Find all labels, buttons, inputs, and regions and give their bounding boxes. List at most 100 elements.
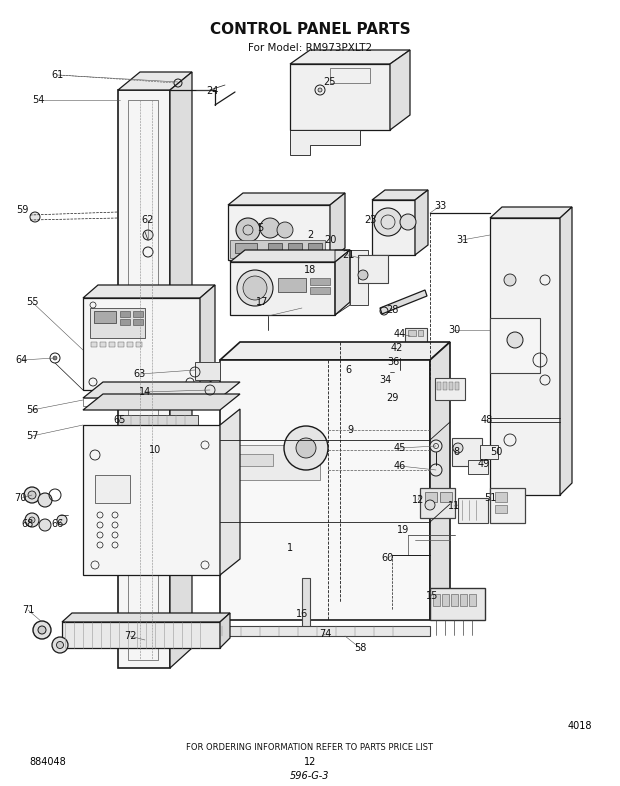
Bar — [127, 342, 133, 347]
Bar — [405, 328, 427, 346]
Text: 24: 24 — [206, 86, 218, 96]
Text: 66: 66 — [52, 519, 64, 529]
Bar — [358, 255, 388, 283]
Circle shape — [38, 493, 52, 507]
Circle shape — [318, 88, 322, 92]
Text: 884048: 884048 — [30, 757, 66, 767]
Bar — [120, 311, 130, 317]
Circle shape — [52, 637, 68, 653]
Text: 8: 8 — [453, 447, 459, 457]
Circle shape — [284, 426, 328, 470]
Circle shape — [507, 332, 523, 348]
Polygon shape — [200, 285, 215, 390]
Bar — [118, 415, 198, 425]
Text: 58: 58 — [354, 643, 366, 653]
Bar — [230, 240, 325, 258]
Text: 34: 34 — [379, 375, 391, 385]
Bar — [91, 342, 97, 347]
Text: 18: 18 — [304, 265, 316, 275]
Text: 62: 62 — [142, 215, 154, 225]
Text: For Model: RM973PXLT2: For Model: RM973PXLT2 — [248, 43, 372, 53]
Bar — [460, 594, 467, 606]
Text: 60: 60 — [382, 553, 394, 563]
Circle shape — [25, 513, 39, 527]
Polygon shape — [220, 409, 240, 575]
Bar — [469, 594, 476, 606]
Bar — [310, 287, 330, 294]
Bar — [120, 319, 130, 325]
Bar — [238, 454, 273, 466]
Bar — [109, 342, 115, 347]
Bar — [443, 382, 447, 390]
Text: 44: 44 — [394, 329, 406, 339]
Polygon shape — [220, 360, 430, 620]
Text: 65: 65 — [114, 415, 126, 425]
Polygon shape — [490, 207, 572, 218]
Text: 49: 49 — [478, 459, 490, 469]
Bar — [455, 382, 459, 390]
Bar — [490, 488, 525, 523]
Polygon shape — [490, 218, 560, 495]
Bar — [288, 243, 302, 253]
Text: 20: 20 — [324, 235, 336, 245]
Circle shape — [296, 438, 316, 458]
Text: 42: 42 — [391, 343, 403, 353]
Text: 30: 30 — [448, 325, 460, 335]
Bar — [195, 362, 220, 380]
Text: 15: 15 — [426, 591, 438, 601]
Text: 61: 61 — [51, 70, 63, 80]
Circle shape — [430, 440, 442, 452]
Bar — [418, 330, 423, 336]
Circle shape — [399, 352, 402, 355]
Bar — [495, 492, 507, 502]
Circle shape — [143, 230, 153, 240]
Bar — [308, 243, 322, 253]
Text: 16: 16 — [296, 609, 308, 619]
Polygon shape — [415, 190, 428, 255]
Text: 21: 21 — [342, 250, 354, 260]
Bar — [95, 475, 130, 503]
Circle shape — [28, 491, 36, 499]
Circle shape — [237, 270, 273, 306]
Bar — [118, 342, 124, 347]
Text: 4018: 4018 — [568, 721, 592, 731]
Polygon shape — [335, 250, 350, 315]
Text: 50: 50 — [490, 447, 502, 457]
Text: 29: 29 — [386, 393, 398, 403]
Bar — [235, 243, 257, 253]
Bar — [230, 445, 320, 480]
Text: 14: 14 — [139, 387, 151, 397]
Bar — [495, 505, 507, 513]
Text: 48: 48 — [481, 415, 493, 425]
Text: FOR ORDERING INFORMATION REFER TO PARTS PRICE LIST: FOR ORDERING INFORMATION REFER TO PARTS … — [187, 744, 433, 752]
Polygon shape — [83, 425, 220, 575]
Bar — [220, 626, 430, 636]
Circle shape — [236, 218, 260, 242]
Text: 31: 31 — [456, 235, 468, 245]
Text: 51: 51 — [484, 493, 496, 503]
Polygon shape — [83, 298, 200, 390]
Bar — [430, 588, 485, 620]
Circle shape — [24, 487, 40, 503]
Text: 54: 54 — [32, 95, 44, 105]
Text: 56: 56 — [26, 405, 38, 415]
Text: 36: 36 — [387, 357, 399, 367]
Polygon shape — [560, 207, 572, 495]
Text: 57: 57 — [26, 431, 38, 441]
Bar — [451, 594, 458, 606]
Text: 25: 25 — [324, 77, 336, 87]
Bar — [480, 445, 498, 459]
Bar — [408, 330, 416, 336]
Polygon shape — [330, 193, 345, 260]
Text: 72: 72 — [124, 631, 136, 641]
Polygon shape — [290, 50, 410, 64]
Text: 23: 23 — [364, 215, 376, 225]
Polygon shape — [220, 613, 230, 648]
Circle shape — [57, 515, 67, 525]
Bar — [437, 382, 441, 390]
Text: 68: 68 — [22, 519, 34, 529]
Circle shape — [56, 641, 63, 648]
Polygon shape — [430, 342, 450, 620]
Polygon shape — [390, 50, 410, 130]
Polygon shape — [290, 130, 360, 155]
